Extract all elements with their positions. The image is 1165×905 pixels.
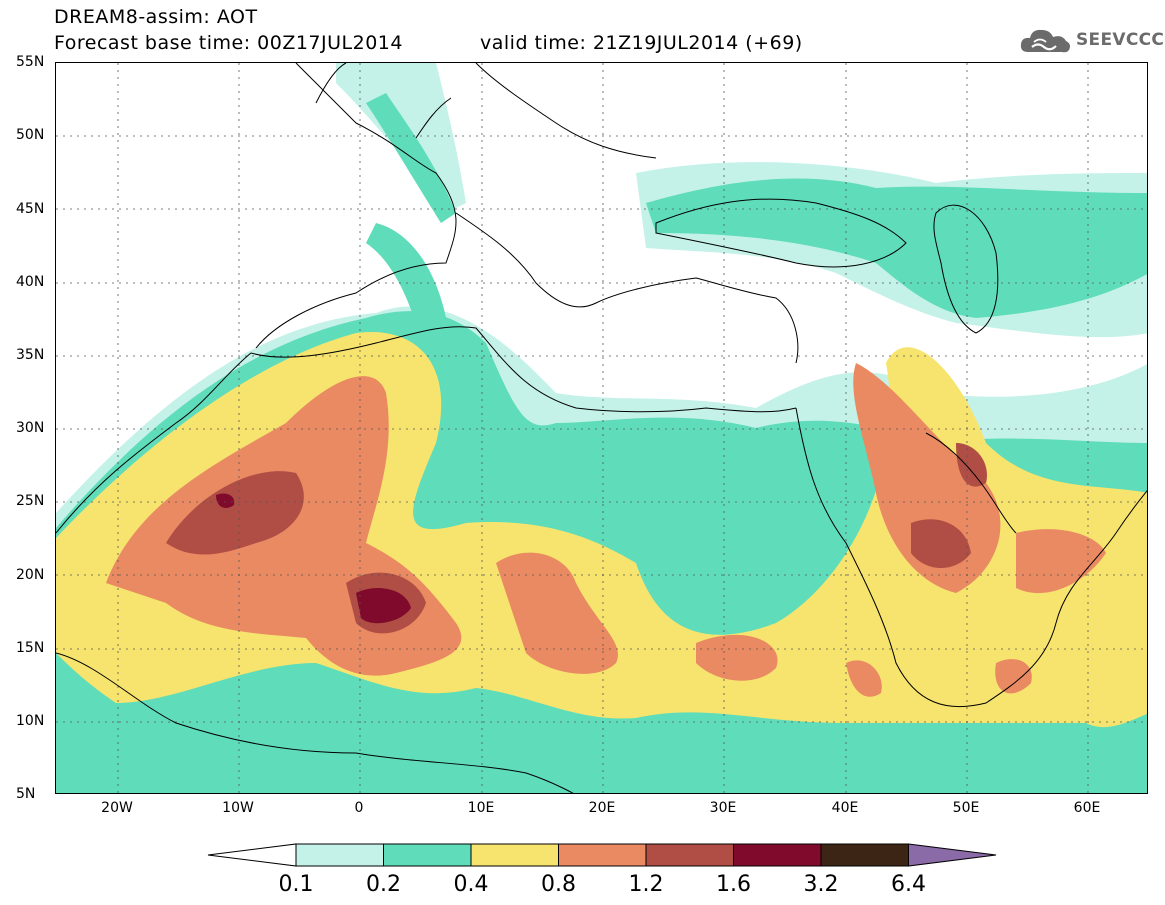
lon-label: 0 <box>354 800 364 816</box>
colorbar-label: 0.2 <box>366 872 401 897</box>
lat-label: 45N <box>16 201 45 217</box>
colorbar-arrow-high <box>908 843 997 867</box>
colorbar-segment <box>645 843 734 867</box>
colorbar-label: 0.1 <box>278 872 314 897</box>
aot-forecast-map <box>55 62 1148 794</box>
lon-label: 60E <box>1073 800 1101 816</box>
map-grid-and-coastlines <box>56 63 1147 793</box>
cloud-logo-icon <box>1020 29 1070 53</box>
colorbar-label: 0.4 <box>453 872 489 897</box>
lon-label: 50E <box>952 800 980 816</box>
colorbar-arrow-low <box>207 843 297 867</box>
lat-label: 25N <box>16 493 45 509</box>
lon-label: 30E <box>709 800 737 816</box>
map-title: DREAM8-assim: AOT <box>54 6 258 28</box>
lat-label: 55N <box>16 54 45 70</box>
lon-label: 10W <box>222 800 254 816</box>
lat-label: 20N <box>16 567 45 583</box>
logo-text: SEEVCCC <box>1076 30 1165 50</box>
aot-zone-16-32 <box>216 493 235 508</box>
aot-zone-08-12 <box>1016 529 1106 594</box>
lat-label: 50N <box>16 127 45 143</box>
colorbar <box>207 843 997 867</box>
aot-field <box>56 63 1147 793</box>
lat-label: 35N <box>16 347 45 363</box>
lon-label: 20E <box>588 800 616 816</box>
aot-zone-08-12 <box>846 660 882 697</box>
lon-label: 20W <box>101 800 133 816</box>
colorbar-label: 0.8 <box>541 872 576 897</box>
forecast-base-time: Forecast base time: 00Z17JUL2014 <box>54 32 403 54</box>
aot-zone-02-04 <box>366 223 451 363</box>
colorbar-label: 1.2 <box>628 872 664 897</box>
valid-time: valid time: 21Z19JUL2014 (+69) <box>480 32 803 54</box>
aot-zone-12-16 <box>911 519 971 568</box>
aot-zone-12-16 <box>956 443 987 487</box>
seevccc-logo: SEEVCCC <box>1018 24 1164 56</box>
colorbar-segment <box>733 843 822 867</box>
aot-zone-12-16 <box>166 471 304 555</box>
aot-zone-02-04 <box>366 93 456 223</box>
aot-zone-16-32 <box>356 588 411 624</box>
lon-label: 40E <box>831 800 859 816</box>
colorbar-segment <box>820 843 909 867</box>
lat-label: 30N <box>16 420 45 436</box>
colorbar-label: 1.6 <box>716 872 751 897</box>
aot-zone-08-12 <box>696 634 778 681</box>
colorbar-label: 3.2 <box>803 872 839 897</box>
aot-zone-08-12 <box>496 552 618 674</box>
colorbar-segment <box>558 843 647 867</box>
lat-label: 10N <box>16 713 45 729</box>
colorbar-segment <box>383 843 472 867</box>
lat-label: 15N <box>16 640 45 656</box>
lat-label: 5N <box>16 786 36 802</box>
colorbar-segment <box>470 843 559 867</box>
lon-label: 10E <box>467 800 495 816</box>
lat-label: 40N <box>16 274 45 290</box>
colorbar-label: 6.4 <box>891 872 926 897</box>
aot-zone-02-04 <box>646 178 1147 318</box>
aot-zone-08-12 <box>995 659 1032 694</box>
colorbar-segment <box>295 843 384 867</box>
